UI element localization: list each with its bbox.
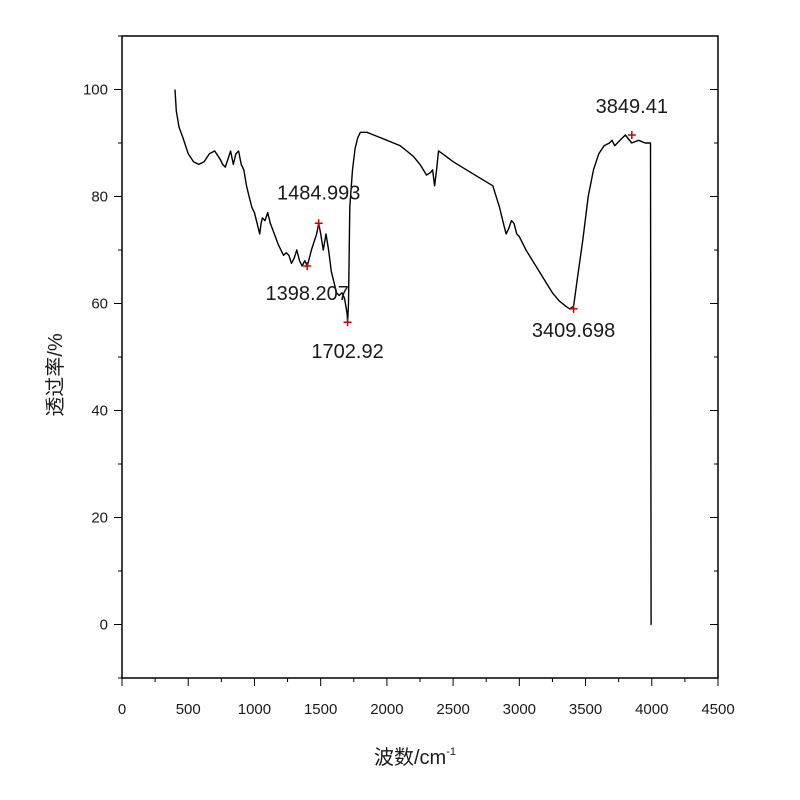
- peak-marker: [303, 262, 312, 271]
- x-tick-label: 4500: [701, 701, 734, 718]
- peak-marker: [627, 130, 636, 139]
- peak-label: 1702.92: [311, 341, 383, 363]
- peak-label: 1484.993: [277, 182, 360, 204]
- x-tick-label: 1500: [304, 701, 337, 718]
- y-tick-label: 80: [91, 189, 108, 206]
- x-tick-label: 3500: [569, 701, 602, 718]
- x-tick-label: 1000: [238, 701, 271, 718]
- peak-label: 3849.41: [596, 96, 668, 118]
- peak-label: 3409.698: [532, 320, 615, 342]
- x-tick-label: 0: [118, 701, 126, 718]
- x-tick-label: 4000: [635, 701, 668, 718]
- x-axis-ticks: 0 500 1000 1500 2000 2500 3000 3500 4000 4500: [118, 678, 735, 718]
- plot-frame: [121, 35, 719, 679]
- y-tick-label: 100: [83, 82, 108, 99]
- y-tick-label: 0: [100, 617, 108, 634]
- x-tick-label: 2000: [370, 701, 403, 718]
- peak-marker: [569, 304, 578, 313]
- y-axis-ticks: 0 20 40 60 80 100: [83, 35, 718, 679]
- y-tick-label: 40: [91, 403, 108, 420]
- peak-marker: [314, 219, 323, 228]
- series-layer: [174, 89, 652, 626]
- peak-annotations: 3849.41 1484.993 1398.207 1702.92 3409.698: [265, 96, 668, 363]
- x-tick-label: 500: [176, 701, 201, 718]
- peak-label: 1398.207: [265, 283, 348, 305]
- spectrum-line: [174, 89, 652, 626]
- peak-marker: [343, 318, 352, 327]
- x-axis-title: 波数/cm-1: [374, 746, 456, 769]
- y-tick-label: 20: [91, 510, 108, 527]
- y-tick-label: 60: [91, 296, 108, 313]
- x-axis-title-superscript: -1: [446, 746, 456, 758]
- x-tick-label: 2500: [436, 701, 469, 718]
- y-axis-title: 透过率/%: [44, 333, 67, 417]
- x-axis-title-main: 波数/cm: [374, 746, 446, 769]
- x-tick-label: 3000: [503, 701, 536, 718]
